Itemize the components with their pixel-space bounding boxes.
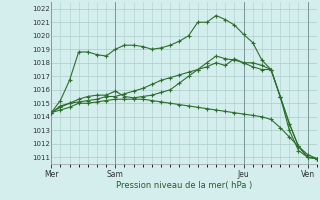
X-axis label: Pression niveau de la mer( hPa ): Pression niveau de la mer( hPa )	[116, 181, 252, 190]
